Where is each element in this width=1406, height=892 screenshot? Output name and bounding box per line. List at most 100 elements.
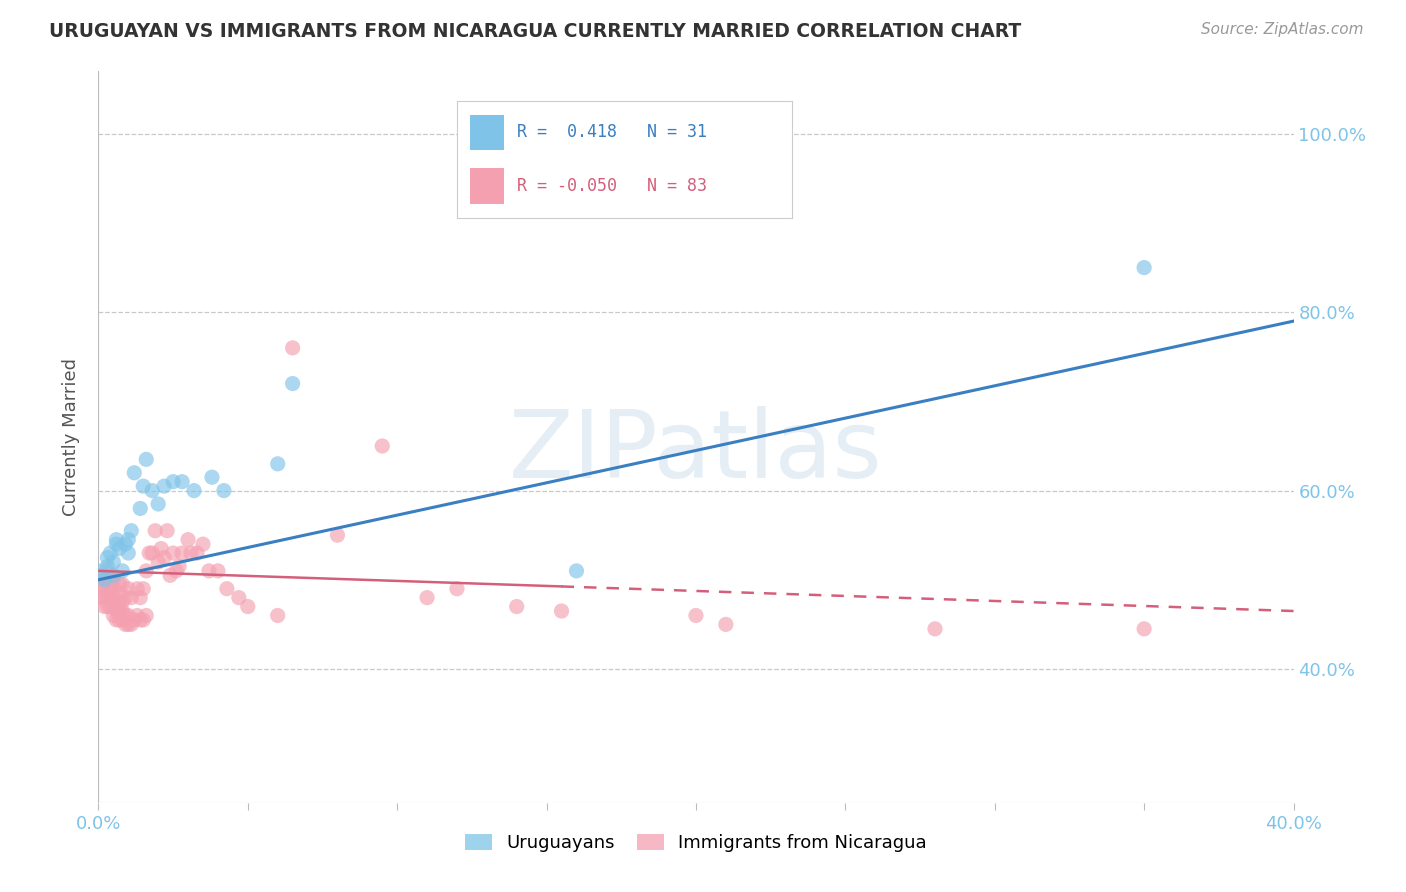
Point <box>103 568 125 582</box>
Point <box>96 550 118 565</box>
Point <box>159 568 181 582</box>
Point <box>111 564 134 578</box>
Point <box>111 595 134 609</box>
Point <box>153 550 176 565</box>
Point <box>124 466 146 480</box>
Point <box>114 591 136 605</box>
Point <box>141 483 163 498</box>
Point <box>108 604 131 618</box>
Point <box>180 546 202 560</box>
Point <box>114 617 136 632</box>
Y-axis label: Currently Married: Currently Married <box>62 358 80 516</box>
Point <box>90 591 112 605</box>
Point <box>177 533 200 547</box>
Point <box>93 582 115 596</box>
Point <box>132 613 155 627</box>
Point <box>93 591 115 605</box>
Point <box>183 483 205 498</box>
Point <box>127 608 149 623</box>
Point <box>93 573 115 587</box>
Point <box>281 341 304 355</box>
Point <box>714 617 737 632</box>
Point <box>924 622 946 636</box>
Point <box>267 608 290 623</box>
Point <box>148 555 170 569</box>
Point <box>96 559 118 574</box>
Point <box>117 617 139 632</box>
Point <box>167 559 190 574</box>
Point <box>117 582 139 596</box>
Point <box>172 475 194 489</box>
Point <box>108 613 131 627</box>
Point <box>90 577 112 591</box>
Point <box>90 564 112 578</box>
Point <box>156 524 179 538</box>
Point <box>103 591 125 605</box>
Point <box>446 582 468 596</box>
Point <box>153 479 176 493</box>
Point <box>111 577 134 591</box>
Point <box>114 537 136 551</box>
Point <box>162 475 184 489</box>
Point <box>215 582 238 596</box>
Point <box>135 452 157 467</box>
Point <box>103 582 125 596</box>
Point <box>416 591 439 605</box>
Point <box>98 599 122 614</box>
Point <box>127 582 149 596</box>
Point <box>105 604 128 618</box>
Point <box>143 524 166 538</box>
Point <box>103 555 125 569</box>
Point <box>550 604 572 618</box>
Point <box>105 613 128 627</box>
Point <box>228 591 250 605</box>
Point <box>96 582 118 596</box>
Point <box>120 591 142 605</box>
Point <box>1133 260 1156 275</box>
Point <box>132 479 155 493</box>
Point <box>129 501 152 516</box>
Point <box>103 608 125 623</box>
Point <box>371 439 394 453</box>
Point <box>326 528 349 542</box>
Point <box>96 564 118 578</box>
Point <box>685 608 707 623</box>
Point <box>93 599 115 614</box>
Point <box>105 595 128 609</box>
Point <box>165 564 187 578</box>
Point <box>96 599 118 614</box>
Point <box>108 577 131 591</box>
Point <box>132 582 155 596</box>
Point <box>191 537 214 551</box>
Point <box>98 591 122 605</box>
Point <box>129 613 152 627</box>
Point <box>148 497 170 511</box>
Point <box>172 546 194 560</box>
Point <box>108 541 131 556</box>
Point <box>186 546 208 560</box>
Point <box>96 573 118 587</box>
Text: URUGUAYAN VS IMMIGRANTS FROM NICARAGUA CURRENTLY MARRIED CORRELATION CHART: URUGUAYAN VS IMMIGRANTS FROM NICARAGUA C… <box>49 22 1022 41</box>
Point <box>111 613 134 627</box>
Point <box>267 457 290 471</box>
Point <box>111 604 134 618</box>
Point <box>108 586 131 600</box>
Point <box>103 599 125 614</box>
Point <box>565 564 588 578</box>
Point <box>207 564 229 578</box>
Point <box>105 537 128 551</box>
Point <box>117 608 139 623</box>
Point <box>201 470 224 484</box>
Point <box>150 541 173 556</box>
Text: Source: ZipAtlas.com: Source: ZipAtlas.com <box>1201 22 1364 37</box>
Point <box>236 599 259 614</box>
Point <box>124 613 146 627</box>
Point <box>120 617 142 632</box>
Point <box>98 582 122 596</box>
Point <box>105 533 128 547</box>
Point <box>93 573 115 587</box>
Point <box>96 591 118 605</box>
Point <box>281 376 304 391</box>
Point <box>141 546 163 560</box>
Point <box>103 573 125 587</box>
